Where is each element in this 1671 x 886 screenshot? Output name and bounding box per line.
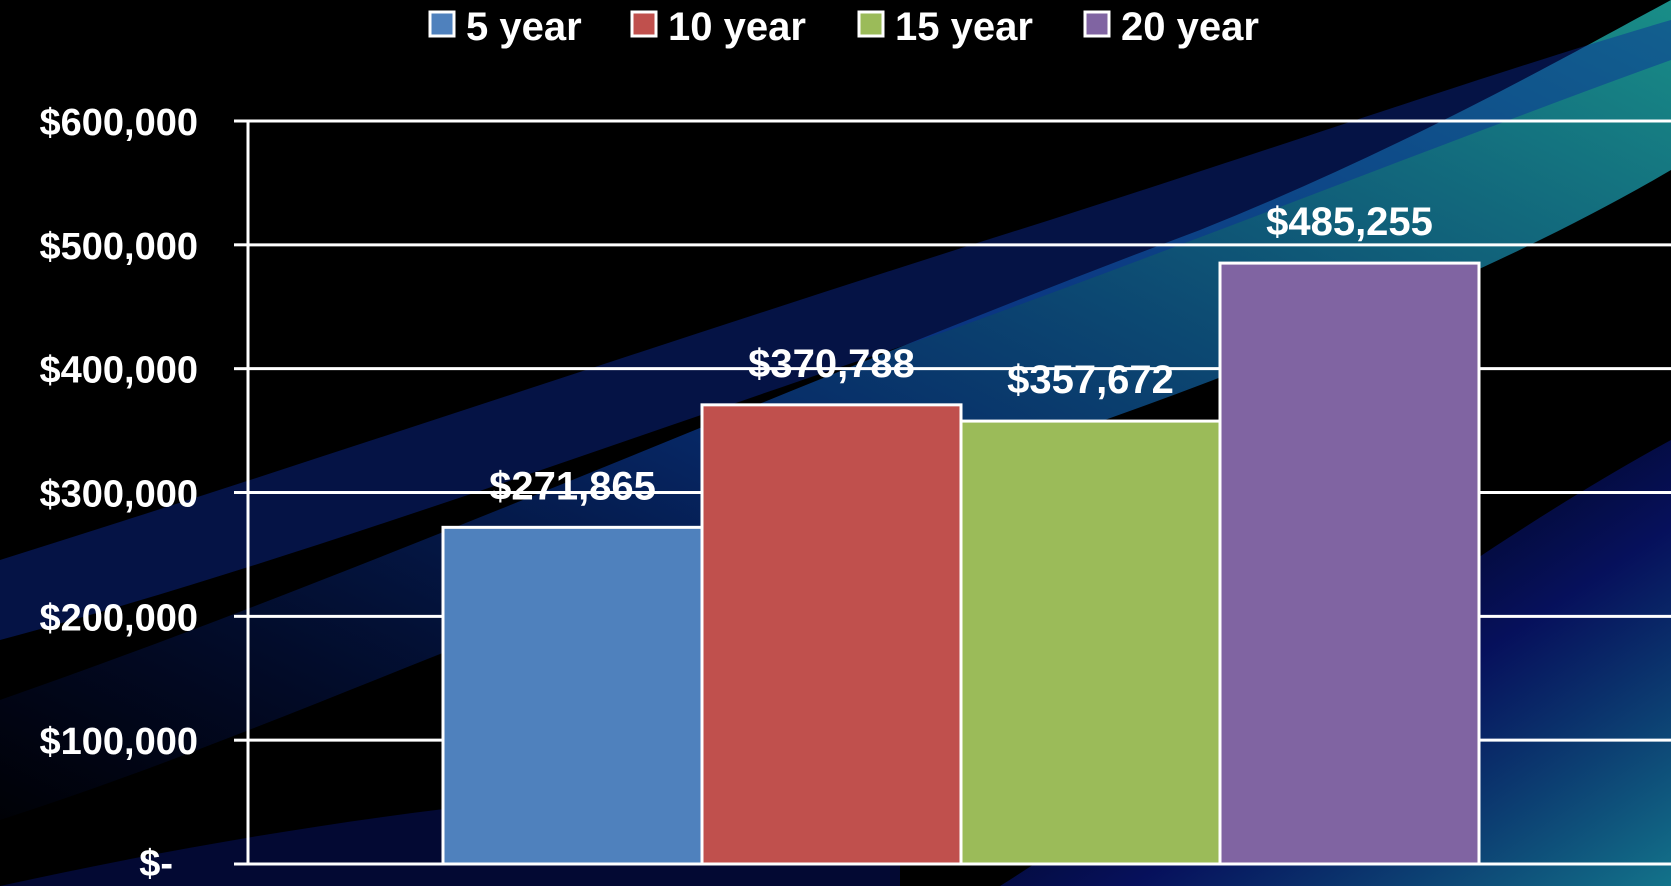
bar-15-year — [959, 419, 1222, 866]
legend-swatch — [857, 10, 885, 38]
legend-swatch — [630, 10, 658, 38]
bar-20-year — [1218, 261, 1481, 866]
y-tick-label: $300,000 — [40, 474, 199, 516]
legend-swatch — [428, 10, 456, 38]
data-label: $271,865 — [489, 464, 656, 508]
legend-label: 10 year — [668, 5, 806, 49]
y-tick-label: $600,000 — [40, 102, 199, 144]
data-label: $357,672 — [1007, 358, 1174, 402]
y-tick-label: $100,000 — [40, 721, 199, 763]
y-tick-labels: $600,000 $500,000 $400,000 $300,000 $200,000… — [40, 102, 199, 885]
legend-swatch — [1083, 10, 1111, 38]
y-tick-label: $500,000 — [40, 226, 199, 268]
y-tick-label: $- — [139, 843, 173, 885]
bars — [441, 261, 1481, 866]
y-tick-label: $400,000 — [40, 350, 199, 392]
legend-label: 20 year — [1121, 5, 1259, 49]
data-label: $485,255 — [1266, 200, 1433, 244]
legend-label: 15 year — [895, 5, 1033, 49]
data-labels: $271,865 $370,788 $357,672 $485,255 — [489, 200, 1433, 508]
bar-5-year — [441, 525, 704, 866]
legend: 5 year 10 year 15 year 20 year — [428, 5, 1259, 49]
y-tick-label: $200,000 — [40, 597, 199, 639]
y-axis — [234, 119, 250, 866]
bar-10-year — [700, 403, 963, 866]
data-label: $370,788 — [748, 342, 915, 386]
legend-label: 5 year — [466, 5, 582, 49]
